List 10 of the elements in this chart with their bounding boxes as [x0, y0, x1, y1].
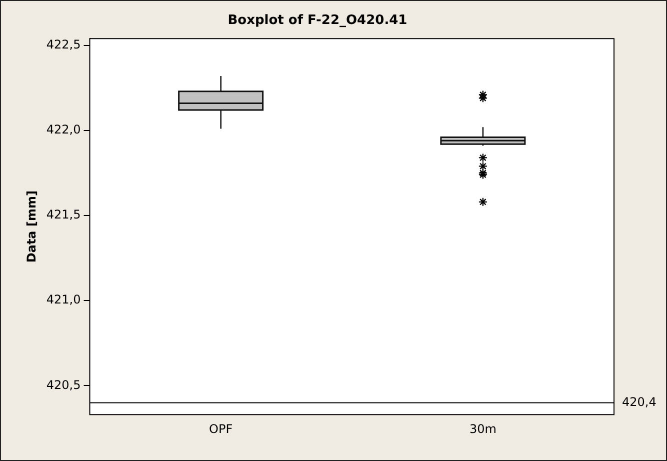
y-tick-label: 421,5 [46, 208, 81, 222]
y-tick-label: 422,5 [46, 38, 81, 52]
y-tick-label: 421,0 [46, 292, 81, 307]
x-tick-label: 30m [469, 422, 496, 436]
ref-line-label: 420,4 [622, 394, 656, 409]
x-tick-label: OPF [209, 422, 233, 436]
y-tick-label: 420,5 [46, 378, 81, 392]
chart-title: Boxplot of F-22_O420.41 [228, 13, 408, 28]
y-tick-label: 422,0 [46, 122, 81, 137]
y-axis-title: Data [mm] [24, 190, 38, 263]
